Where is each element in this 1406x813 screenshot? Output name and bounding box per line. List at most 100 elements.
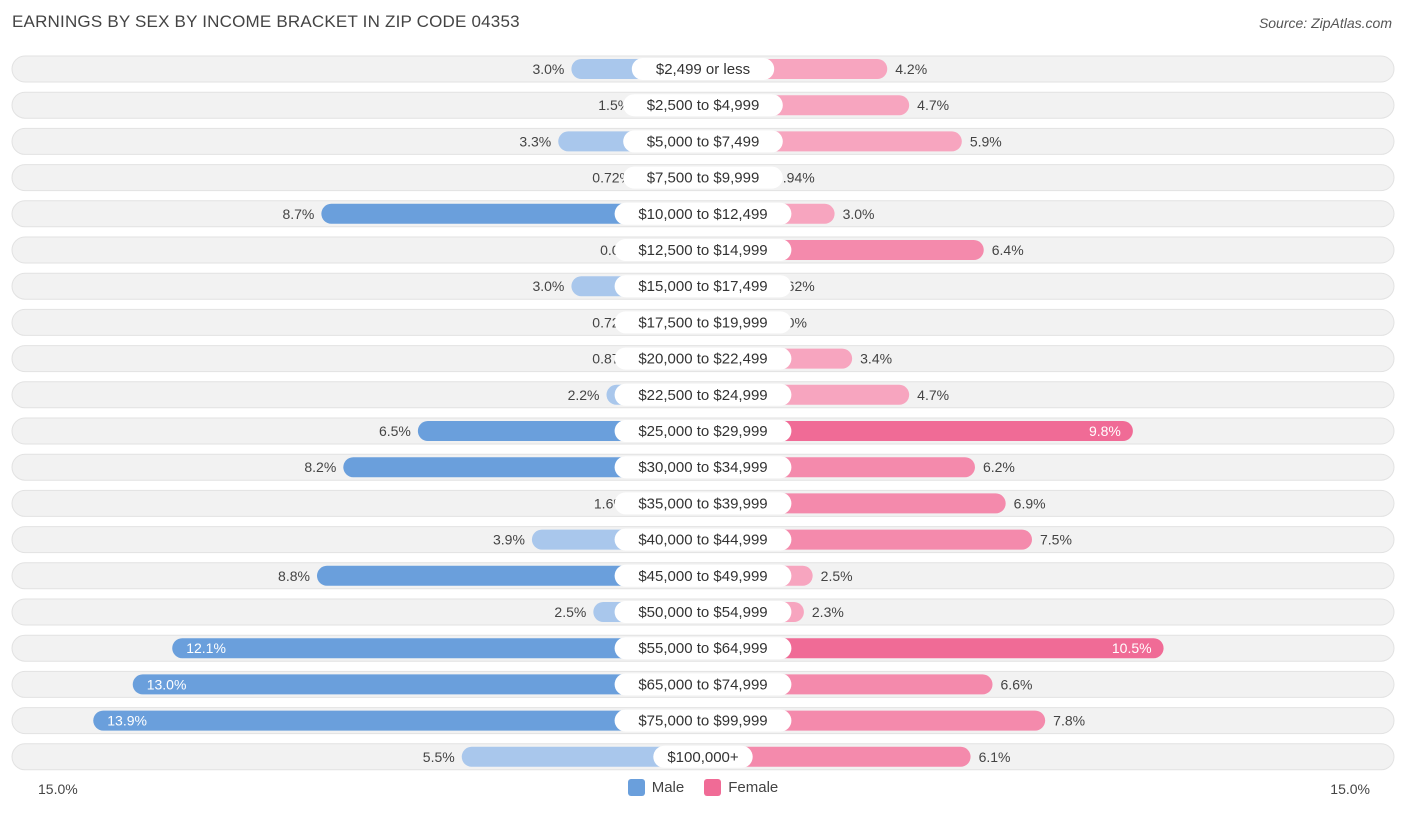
bar-male: [93, 710, 703, 731]
value-label-male: 1.5%: [598, 97, 630, 113]
category-label-bg: [614, 709, 792, 732]
category-label-bg: [623, 94, 783, 117]
bar-male: [461, 746, 703, 767]
bar-male: [343, 457, 703, 478]
value-label-male: 0.72%: [592, 170, 632, 186]
category-label-bg: [623, 166, 783, 189]
value-label-male: 2.2%: [568, 387, 600, 403]
bar-male: [172, 638, 704, 659]
category-label: $5,000 to $7,499: [647, 133, 760, 150]
axis-left-label: 15.0%: [38, 781, 78, 797]
axis-right-label: 15.0%: [1330, 781, 1370, 797]
value-label-male: 12.1%: [186, 640, 226, 656]
value-label-male: 6.5%: [379, 423, 411, 439]
value-label-female: 2.5%: [821, 568, 853, 584]
value-label-female: 4.7%: [917, 387, 949, 403]
bar-row: 8.2% 6.2% $30,000 to $34,999: [11, 453, 1395, 481]
bar-row: 0.72% 0.94% $7,500 to $9,999: [11, 164, 1395, 192]
category-label-bg: [653, 745, 753, 768]
bar-row: 3.0% 0.62%$15,000 to $17,499: [11, 272, 1395, 300]
legend-item-male[interactable]: Male: [627, 779, 684, 796]
legend-swatch-male: [627, 779, 645, 796]
category-label-bg: [614, 673, 792, 696]
bar-row: 2.5% 2.3% $50,000 to $54,999: [11, 598, 1395, 626]
bar-row: 12.1% 10.5% $55,000 to $64,999: [11, 634, 1395, 662]
value-label-female: 3.0%: [843, 206, 875, 222]
value-label-male: 3.0%: [532, 61, 564, 77]
category-label-bg: [631, 58, 775, 80]
category-label: $75,000 to $99,999: [638, 713, 767, 730]
category-label: $17,500 to $19,999: [638, 314, 767, 331]
category-label: $12,500 to $14,999: [638, 242, 767, 259]
category-label: $100,000+: [667, 749, 739, 766]
category-label-bg: [614, 239, 792, 261]
category-label: $2,499 or less: [656, 61, 750, 78]
source-note: Source: ZipAtlas.com: [1258, 15, 1392, 31]
value-label-male: 13.0%: [147, 676, 187, 692]
value-label-female: 4.7%: [917, 97, 949, 113]
bar-row: 0.87% 3.4%$20,000 to $22,499: [11, 345, 1395, 373]
bar-row: 3.0% 4.2% $2,499 or less: [11, 55, 1395, 83]
bar-row: 3.9% 7.5% $40,000 to $44,999: [11, 526, 1395, 554]
category-label-bg: [614, 383, 792, 406]
category-label-bg: [614, 637, 792, 660]
category-label: $30,000 to $34,999: [638, 459, 767, 476]
category-label-bg: [614, 564, 792, 587]
bar-male: [321, 203, 703, 224]
legend-item-female[interactable]: Female: [704, 779, 778, 796]
value-label-male: 3.9%: [493, 532, 525, 548]
category-label-bg: [614, 311, 792, 334]
value-label-male: 3.0%: [532, 278, 564, 294]
category-label-bg: [614, 347, 792, 370]
bar-row: 8.8% 2.5% $45,000 to $49,999: [11, 562, 1395, 590]
value-label-female: 7.8%: [1053, 713, 1085, 729]
category-label: $2,500 to $4,999: [647, 97, 760, 114]
category-label-bg: [614, 528, 792, 551]
value-label-male: 5.5%: [423, 749, 455, 765]
category-label-bg: [614, 456, 792, 479]
category-label: $25,000 to $29,999: [638, 423, 767, 440]
value-label-male: 8.7%: [282, 206, 314, 222]
category-label: $15,000 to $17,499: [638, 278, 767, 295]
legend-swatch-female: [704, 779, 722, 796]
category-label-bg: [614, 601, 792, 623]
value-label-male: 13.9%: [107, 713, 147, 729]
category-label: $22,500 to $24,999: [638, 387, 767, 404]
value-label-female: 0.94%: [775, 170, 815, 186]
value-label-female: 6.4%: [992, 242, 1024, 258]
category-label-bg: [614, 492, 792, 515]
bar-male: [316, 565, 703, 586]
value-label-female: 5.9%: [970, 133, 1002, 149]
category-label: $10,000 to $12,499: [638, 206, 767, 223]
value-label-female: 10.5%: [1112, 640, 1152, 656]
value-label-male: 8.2%: [304, 459, 336, 475]
value-label-female: 2.3%: [812, 604, 844, 620]
value-label-female: 4.2%: [895, 61, 927, 77]
category-label: $50,000 to $54,999: [638, 604, 767, 621]
bar-row: 13.9% 7.8% $75,000 to $99,999: [11, 707, 1395, 735]
bar-row: 0.72%0.0%$17,500 to $19,999: [11, 308, 1395, 336]
value-label-female: 6.9%: [1014, 495, 1046, 511]
category-label: $45,000 to $49,999: [638, 568, 767, 585]
category-label-bg: [614, 275, 792, 298]
value-label-female: 3.4%: [860, 351, 892, 367]
category-label: $35,000 to $39,999: [638, 495, 767, 512]
chart-title: EARNINGS BY SEX BY INCOME BRACKET IN ZIP…: [12, 12, 520, 31]
bar-row: 2.2% 4.7% $22,500 to $24,999: [11, 381, 1395, 409]
bar-row: 0.0%6.4%$12,500 to $14,999: [11, 236, 1395, 264]
category-label: $7,500 to $9,999: [647, 170, 760, 187]
category-label-bg: [614, 202, 792, 225]
legend: Male Female: [0, 779, 1406, 796]
value-label-female: 7.5%: [1040, 532, 1072, 548]
category-label: $65,000 to $74,999: [638, 676, 767, 693]
bar-male: [132, 674, 703, 695]
legend-label-female: Female: [728, 779, 779, 796]
bar-row: 13.0% 6.6% $65,000 to $74,999: [11, 670, 1395, 698]
category-label-bg: [623, 130, 783, 153]
bar-row: 3.3% 5.9% $5,000 to $7,499: [11, 127, 1395, 155]
chart-area: 3.0% 4.2% $2,499 or less 1.5% 4.7% $2,500 to …: [11, 55, 1395, 771]
bar-female: [703, 421, 1133, 441]
value-label-male: 8.8%: [278, 568, 310, 584]
bar-female: [703, 638, 1164, 659]
category-label-bg: [614, 420, 792, 442]
